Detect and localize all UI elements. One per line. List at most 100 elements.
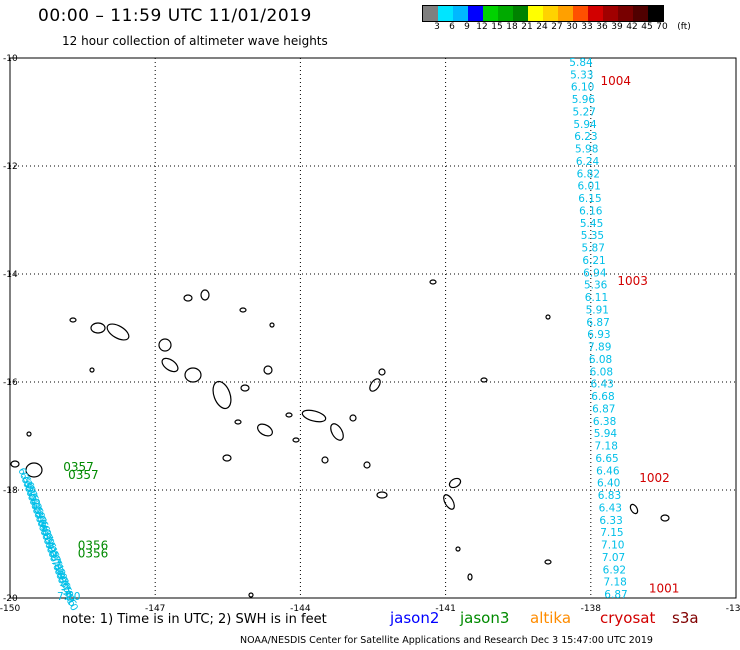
island bbox=[429, 279, 437, 285]
satellite-legend-item: jason2 bbox=[390, 609, 440, 627]
swh-value-label: 7.10 bbox=[601, 540, 624, 552]
island-outlines bbox=[10, 279, 670, 598]
island bbox=[158, 338, 172, 352]
swh-value-label: 6.43 bbox=[599, 502, 622, 514]
lat-tick-label: -18 bbox=[3, 486, 18, 496]
color-swatch bbox=[558, 6, 573, 21]
island bbox=[263, 365, 273, 375]
island bbox=[222, 454, 232, 462]
swh-value-label: 6.68 bbox=[591, 391, 614, 403]
swh-value-label: 5.84 bbox=[569, 57, 593, 69]
swh-value-label: 5.45 bbox=[580, 218, 603, 230]
lat-tick-label: -10 bbox=[3, 54, 18, 64]
island bbox=[90, 322, 106, 334]
color-swatch bbox=[483, 6, 498, 21]
color-swatch bbox=[603, 6, 618, 21]
time-label: 0357 bbox=[63, 460, 94, 474]
swh-value-label: 7.10 bbox=[57, 591, 80, 603]
island bbox=[330, 423, 344, 441]
color-swatch bbox=[438, 6, 453, 21]
color-swatch bbox=[618, 6, 633, 21]
swh-value-label: 6.24 bbox=[576, 156, 600, 168]
swh-value-label: 6.82 bbox=[577, 168, 600, 180]
lat-tick-label: -12 bbox=[3, 162, 18, 172]
swh-value-label: 5.87 bbox=[582, 243, 605, 255]
swh-value-label: 6.38 bbox=[593, 416, 616, 428]
color-scale-tick: 24 bbox=[536, 22, 548, 32]
satellite-legend-item: jason3 bbox=[460, 609, 510, 627]
island bbox=[455, 546, 461, 552]
island bbox=[89, 367, 95, 373]
swh-value-label: 6.83 bbox=[598, 490, 621, 502]
swh-value-label: 6.40 bbox=[597, 478, 620, 490]
swh-value-label: 6.08 bbox=[589, 354, 612, 366]
swh-value-label: 6.10 bbox=[571, 82, 594, 94]
island bbox=[369, 378, 381, 392]
color-scale-tick: 18 bbox=[506, 22, 518, 32]
credit-line: NOAA/NESDIS Center for Satellite Applica… bbox=[240, 635, 653, 646]
swh-value-label: 6.87 bbox=[592, 403, 615, 415]
swh-value-label: 6.23 bbox=[574, 131, 597, 143]
time-label: 0357 bbox=[68, 468, 99, 482]
island bbox=[161, 357, 179, 373]
swh-value-label: 6.01 bbox=[577, 181, 600, 193]
color-swatch bbox=[633, 6, 648, 21]
time-label: 0356 bbox=[78, 547, 109, 561]
color-scale-tick: 45 bbox=[641, 22, 653, 32]
lon-tick-label: -141 bbox=[435, 604, 455, 614]
swh-value-label: 7.07 bbox=[602, 552, 625, 564]
island bbox=[321, 456, 329, 464]
island bbox=[443, 494, 455, 510]
lon-tick-label: -150 bbox=[0, 604, 20, 614]
lat-tick-label: -14 bbox=[3, 270, 18, 280]
island bbox=[257, 423, 273, 437]
color-scale-labels: 3 6 9 12 15 18 21 24 27 30 33 36 39 42 45 70 (ft) bbox=[422, 22, 740, 34]
island bbox=[544, 559, 552, 565]
lon-tick-label: -138 bbox=[581, 604, 602, 614]
swh-value-label: 6.87 bbox=[604, 589, 627, 601]
island bbox=[545, 314, 551, 320]
time-label: 1004 bbox=[600, 74, 631, 88]
island bbox=[248, 592, 254, 598]
swh-value-label: 6.33 bbox=[599, 515, 622, 527]
color-swatch bbox=[468, 6, 483, 21]
page-subtitle: 12 hour collection of altimeter wave hei… bbox=[62, 34, 328, 48]
color-scale-tick: 12 bbox=[476, 22, 488, 32]
color-scale-tick: 39 bbox=[611, 22, 623, 32]
satellite-legend-item: altika bbox=[530, 609, 572, 627]
lat-tick-label: -16 bbox=[3, 378, 18, 388]
island bbox=[467, 573, 473, 581]
island bbox=[285, 412, 293, 418]
time-label: 1003 bbox=[617, 274, 648, 288]
time-label: 0356 bbox=[78, 538, 109, 552]
satellite-legend-item: s3a bbox=[672, 609, 699, 627]
swh-value-label: 5.27 bbox=[573, 106, 596, 118]
lat-tick-label: -20 bbox=[3, 594, 18, 604]
island bbox=[376, 491, 388, 499]
island bbox=[448, 477, 462, 489]
island bbox=[234, 419, 242, 425]
swh-value-label: 6.94 bbox=[583, 267, 607, 279]
track-west: 6.566.356.376.156.526.626.356.596.376.66… bbox=[15, 466, 80, 613]
swh-value-label: 5.33 bbox=[570, 69, 593, 81]
color-swatch bbox=[513, 6, 528, 21]
island bbox=[292, 437, 300, 443]
color-scale-tick: 27 bbox=[551, 22, 563, 32]
time-label: 1001 bbox=[649, 582, 680, 596]
island bbox=[106, 323, 130, 341]
color-scale-tick: 9 bbox=[464, 22, 470, 32]
island bbox=[301, 409, 327, 423]
color-scale-tick: 30 bbox=[566, 22, 578, 32]
page-title: 00:00 – 11:59 UTC 11/01/2019 bbox=[38, 6, 312, 26]
swh-value-label: 6.21 bbox=[582, 255, 605, 267]
island bbox=[240, 384, 250, 392]
swh-value-label: 6.92 bbox=[603, 564, 626, 576]
island bbox=[349, 414, 357, 422]
island bbox=[183, 294, 193, 302]
island bbox=[10, 460, 20, 468]
swh-value-label: 6.93 bbox=[587, 329, 610, 341]
color-swatch bbox=[498, 6, 513, 21]
color-scale-tick: 70 bbox=[656, 22, 668, 32]
color-scale-tick: 33 bbox=[581, 22, 593, 32]
